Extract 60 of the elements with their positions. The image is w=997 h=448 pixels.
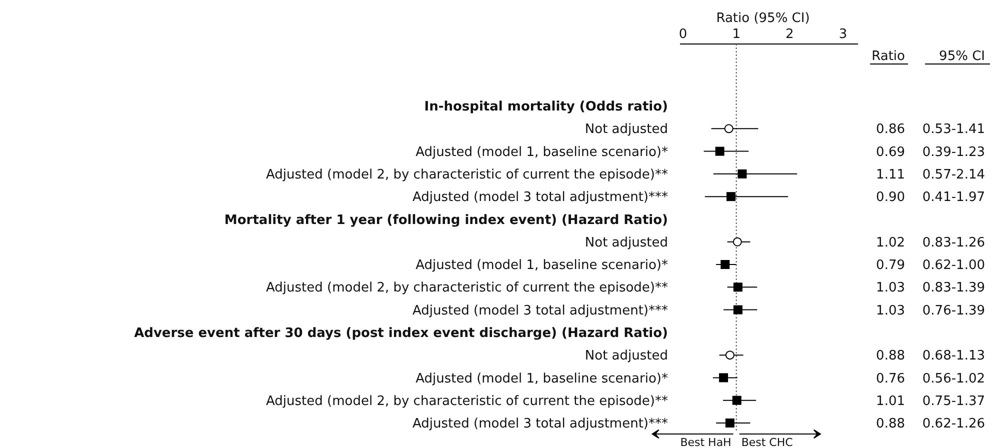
text: 1.02 (876, 235, 905, 250)
text: 95% CI (939, 49, 985, 64)
text: 0.83-1.39 (922, 280, 985, 296)
y-tick-label: Adjusted (model 1, baseline scenario)* (416, 258, 668, 274)
point (725, 350, 734, 360)
text: 0.57-2.14 (922, 167, 985, 182)
x-tick-label: 3 (838, 27, 848, 42)
text: Best CHC (741, 436, 794, 448)
y-tick-label: Adjusted (model 3 total adjustment)*** (412, 190, 668, 206)
y-tick-label: Adverse event after 30 days (post index event discharge) (Hazard Ratio) (134, 326, 668, 341)
x-axis-title: Ratio (95% CI) (716, 11, 810, 26)
point (732, 396, 742, 405)
point (725, 418, 734, 428)
text: 0.41-1.97 (922, 190, 985, 206)
text: 0.88 (876, 348, 905, 364)
text: 1.03 (876, 280, 905, 296)
y-tick-label: Adjusted (model 1, baseline scenario)* (416, 144, 668, 160)
y-tick-label: Adjusted (model 2, by characteristic of current the episode)** (266, 167, 668, 182)
text: 0.90 (876, 190, 905, 206)
point (738, 169, 747, 178)
text: 0.75-1.37 (922, 394, 985, 409)
text: Ratio (872, 49, 906, 64)
y-tick-label: Not adjusted (584, 235, 668, 250)
y-tick-label: Mortality after 1 year (following index event) (Hazard Ratio) (224, 212, 668, 228)
text: 0.68-1.13 (922, 348, 985, 364)
y-tick-label: Not adjusted (584, 122, 668, 138)
text: 0.88 (876, 416, 905, 432)
y-tick-label: Adjusted (model 2, by characteristic of current the episode)** (266, 394, 668, 409)
text: 1.11 (876, 167, 905, 182)
point (719, 373, 728, 382)
y-tick-label: In-hospital mortality (Odds ratio) (424, 100, 668, 115)
text: 1.01 (876, 394, 905, 409)
point (726, 192, 736, 202)
text: 0.62-1.26 (922, 416, 985, 432)
point (715, 146, 724, 156)
text: 0.79 (876, 258, 905, 274)
y-tick-label: Adjusted (model 1, baseline scenario)* (416, 371, 668, 386)
text: Best HaH (680, 436, 732, 448)
point (720, 260, 730, 269)
text: 0.39-1.23 (922, 144, 985, 160)
text: 0.76 (876, 371, 905, 386)
text: 1.03 (876, 303, 905, 318)
text: 0.62-1.00 (922, 258, 985, 274)
x-tick-label: 0 (678, 27, 688, 42)
y-tick-label: Adjusted (model 3 total adjustment)*** (412, 416, 668, 432)
text: 0.69 (876, 144, 905, 160)
point (724, 124, 734, 134)
point (733, 282, 742, 292)
y-tick-label: Adjusted (model 2, by characteristic of current the episode)** (266, 280, 668, 296)
y-tick-label: Not adjusted (584, 348, 668, 364)
text: 0.86 (876, 122, 905, 138)
text: 0.76-1.39 (922, 303, 985, 318)
text: 0.56-1.02 (922, 371, 985, 386)
point (733, 305, 742, 314)
y-tick-label: Adjusted (model 3 total adjustment)*** (412, 303, 668, 318)
text: 0.53-1.41 (922, 122, 985, 138)
x-tick-label: 1 (732, 27, 740, 42)
point (732, 237, 742, 246)
x-tick-label: 2 (786, 27, 794, 42)
text: 0.83-1.26 (922, 235, 985, 250)
